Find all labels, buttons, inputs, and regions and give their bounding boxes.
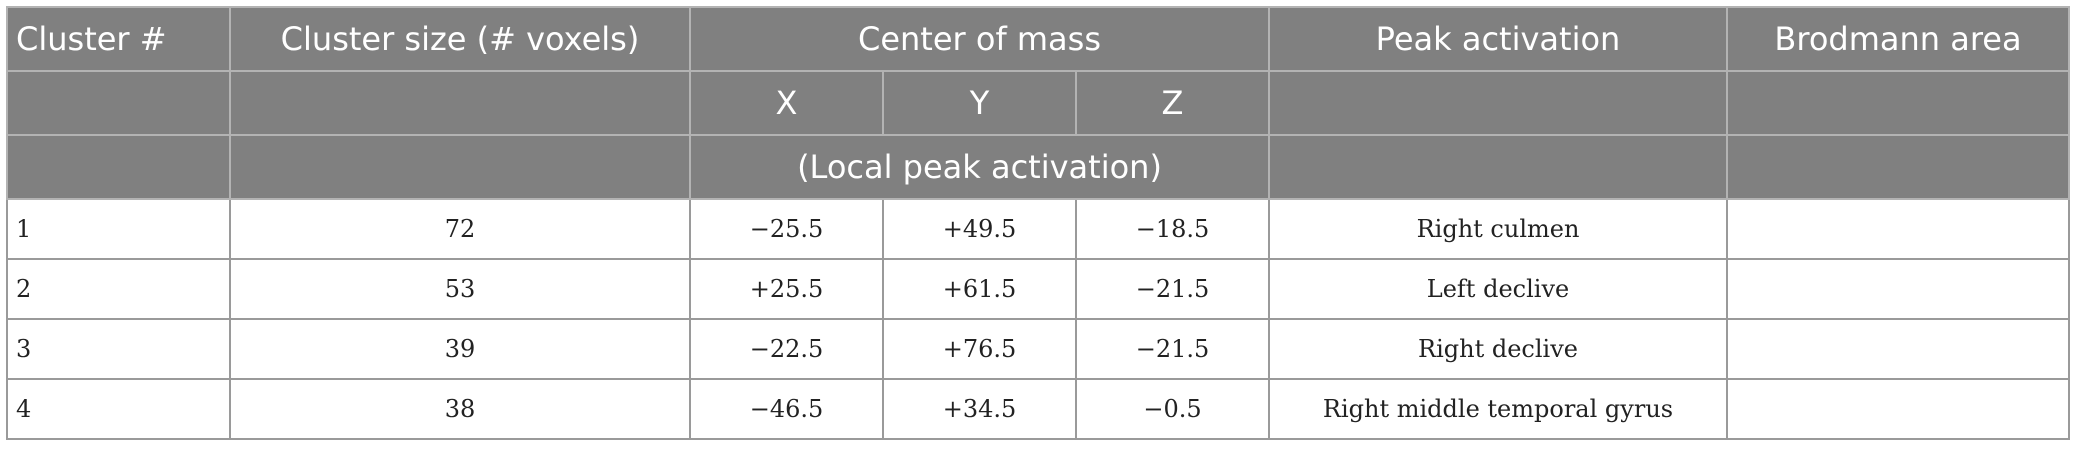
header-cluster-size: Cluster size (# voxels) bbox=[229, 6, 691, 72]
header-empty bbox=[229, 70, 691, 136]
cell-cluster: 1 bbox=[6, 198, 231, 260]
cell-size: 38 bbox=[229, 378, 691, 440]
cell-brodmann bbox=[1726, 258, 2070, 320]
header-y: Y bbox=[882, 70, 1077, 136]
cell-z: −21.5 bbox=[1075, 258, 1270, 320]
cell-y: +76.5 bbox=[882, 318, 1077, 380]
cell-size: 72 bbox=[229, 198, 691, 260]
header-x: X bbox=[689, 70, 884, 136]
header-row-2: X Y Z bbox=[6, 70, 2070, 136]
cell-brodmann bbox=[1726, 198, 2070, 260]
cell-peak: Right culmen bbox=[1268, 198, 1728, 260]
header-local-peak: (Local peak activation) bbox=[689, 134, 1270, 200]
cell-cluster: 2 bbox=[6, 258, 231, 320]
cell-cluster: 4 bbox=[6, 378, 231, 440]
cell-brodmann bbox=[1726, 318, 2070, 380]
cell-brodmann bbox=[1726, 378, 2070, 440]
cell-z: −18.5 bbox=[1075, 198, 1270, 260]
header-empty bbox=[1268, 70, 1728, 136]
results-table-container: Cluster # Cluster size (# voxels) Center… bbox=[6, 6, 2070, 440]
header-row-3: (Local peak activation) bbox=[6, 134, 2070, 200]
table-row: 3 39 −22.5 +76.5 −21.5 Right declive bbox=[6, 318, 2070, 380]
cell-peak: Left declive bbox=[1268, 258, 1728, 320]
header-row-1: Cluster # Cluster size (# voxels) Center… bbox=[6, 6, 2070, 72]
cell-x: +25.5 bbox=[689, 258, 884, 320]
header-cluster-num: Cluster # bbox=[6, 6, 231, 72]
header-empty bbox=[1726, 70, 2070, 136]
header-empty bbox=[1726, 134, 2070, 200]
cell-z: −0.5 bbox=[1075, 378, 1270, 440]
header-brodmann-area: Brodmann area bbox=[1726, 6, 2070, 72]
header-empty bbox=[1268, 134, 1728, 200]
cell-cluster: 3 bbox=[6, 318, 231, 380]
cell-z: −21.5 bbox=[1075, 318, 1270, 380]
cell-x: −25.5 bbox=[689, 198, 884, 260]
cell-y: +61.5 bbox=[882, 258, 1077, 320]
table-row: 2 53 +25.5 +61.5 −21.5 Left declive bbox=[6, 258, 2070, 320]
cell-peak: Right declive bbox=[1268, 318, 1728, 380]
header-z: Z bbox=[1075, 70, 1270, 136]
header-center-of-mass: Center of mass bbox=[689, 6, 1270, 72]
cell-size: 53 bbox=[229, 258, 691, 320]
header-empty bbox=[6, 70, 231, 136]
cell-y: +34.5 bbox=[882, 378, 1077, 440]
header-empty bbox=[229, 134, 691, 200]
header-empty bbox=[6, 134, 231, 200]
cell-peak: Right middle temporal gyrus bbox=[1268, 378, 1728, 440]
cell-y: +49.5 bbox=[882, 198, 1077, 260]
header-peak-activation: Peak activation bbox=[1268, 6, 1728, 72]
table-row: 1 72 −25.5 +49.5 −18.5 Right culmen bbox=[6, 198, 2070, 260]
cell-x: −22.5 bbox=[689, 318, 884, 380]
cell-size: 39 bbox=[229, 318, 691, 380]
cell-x: −46.5 bbox=[689, 378, 884, 440]
table-row: 4 38 −46.5 +34.5 −0.5 Right middle tempo… bbox=[6, 378, 2070, 440]
cluster-table: Cluster # Cluster size (# voxels) Center… bbox=[6, 6, 2070, 440]
